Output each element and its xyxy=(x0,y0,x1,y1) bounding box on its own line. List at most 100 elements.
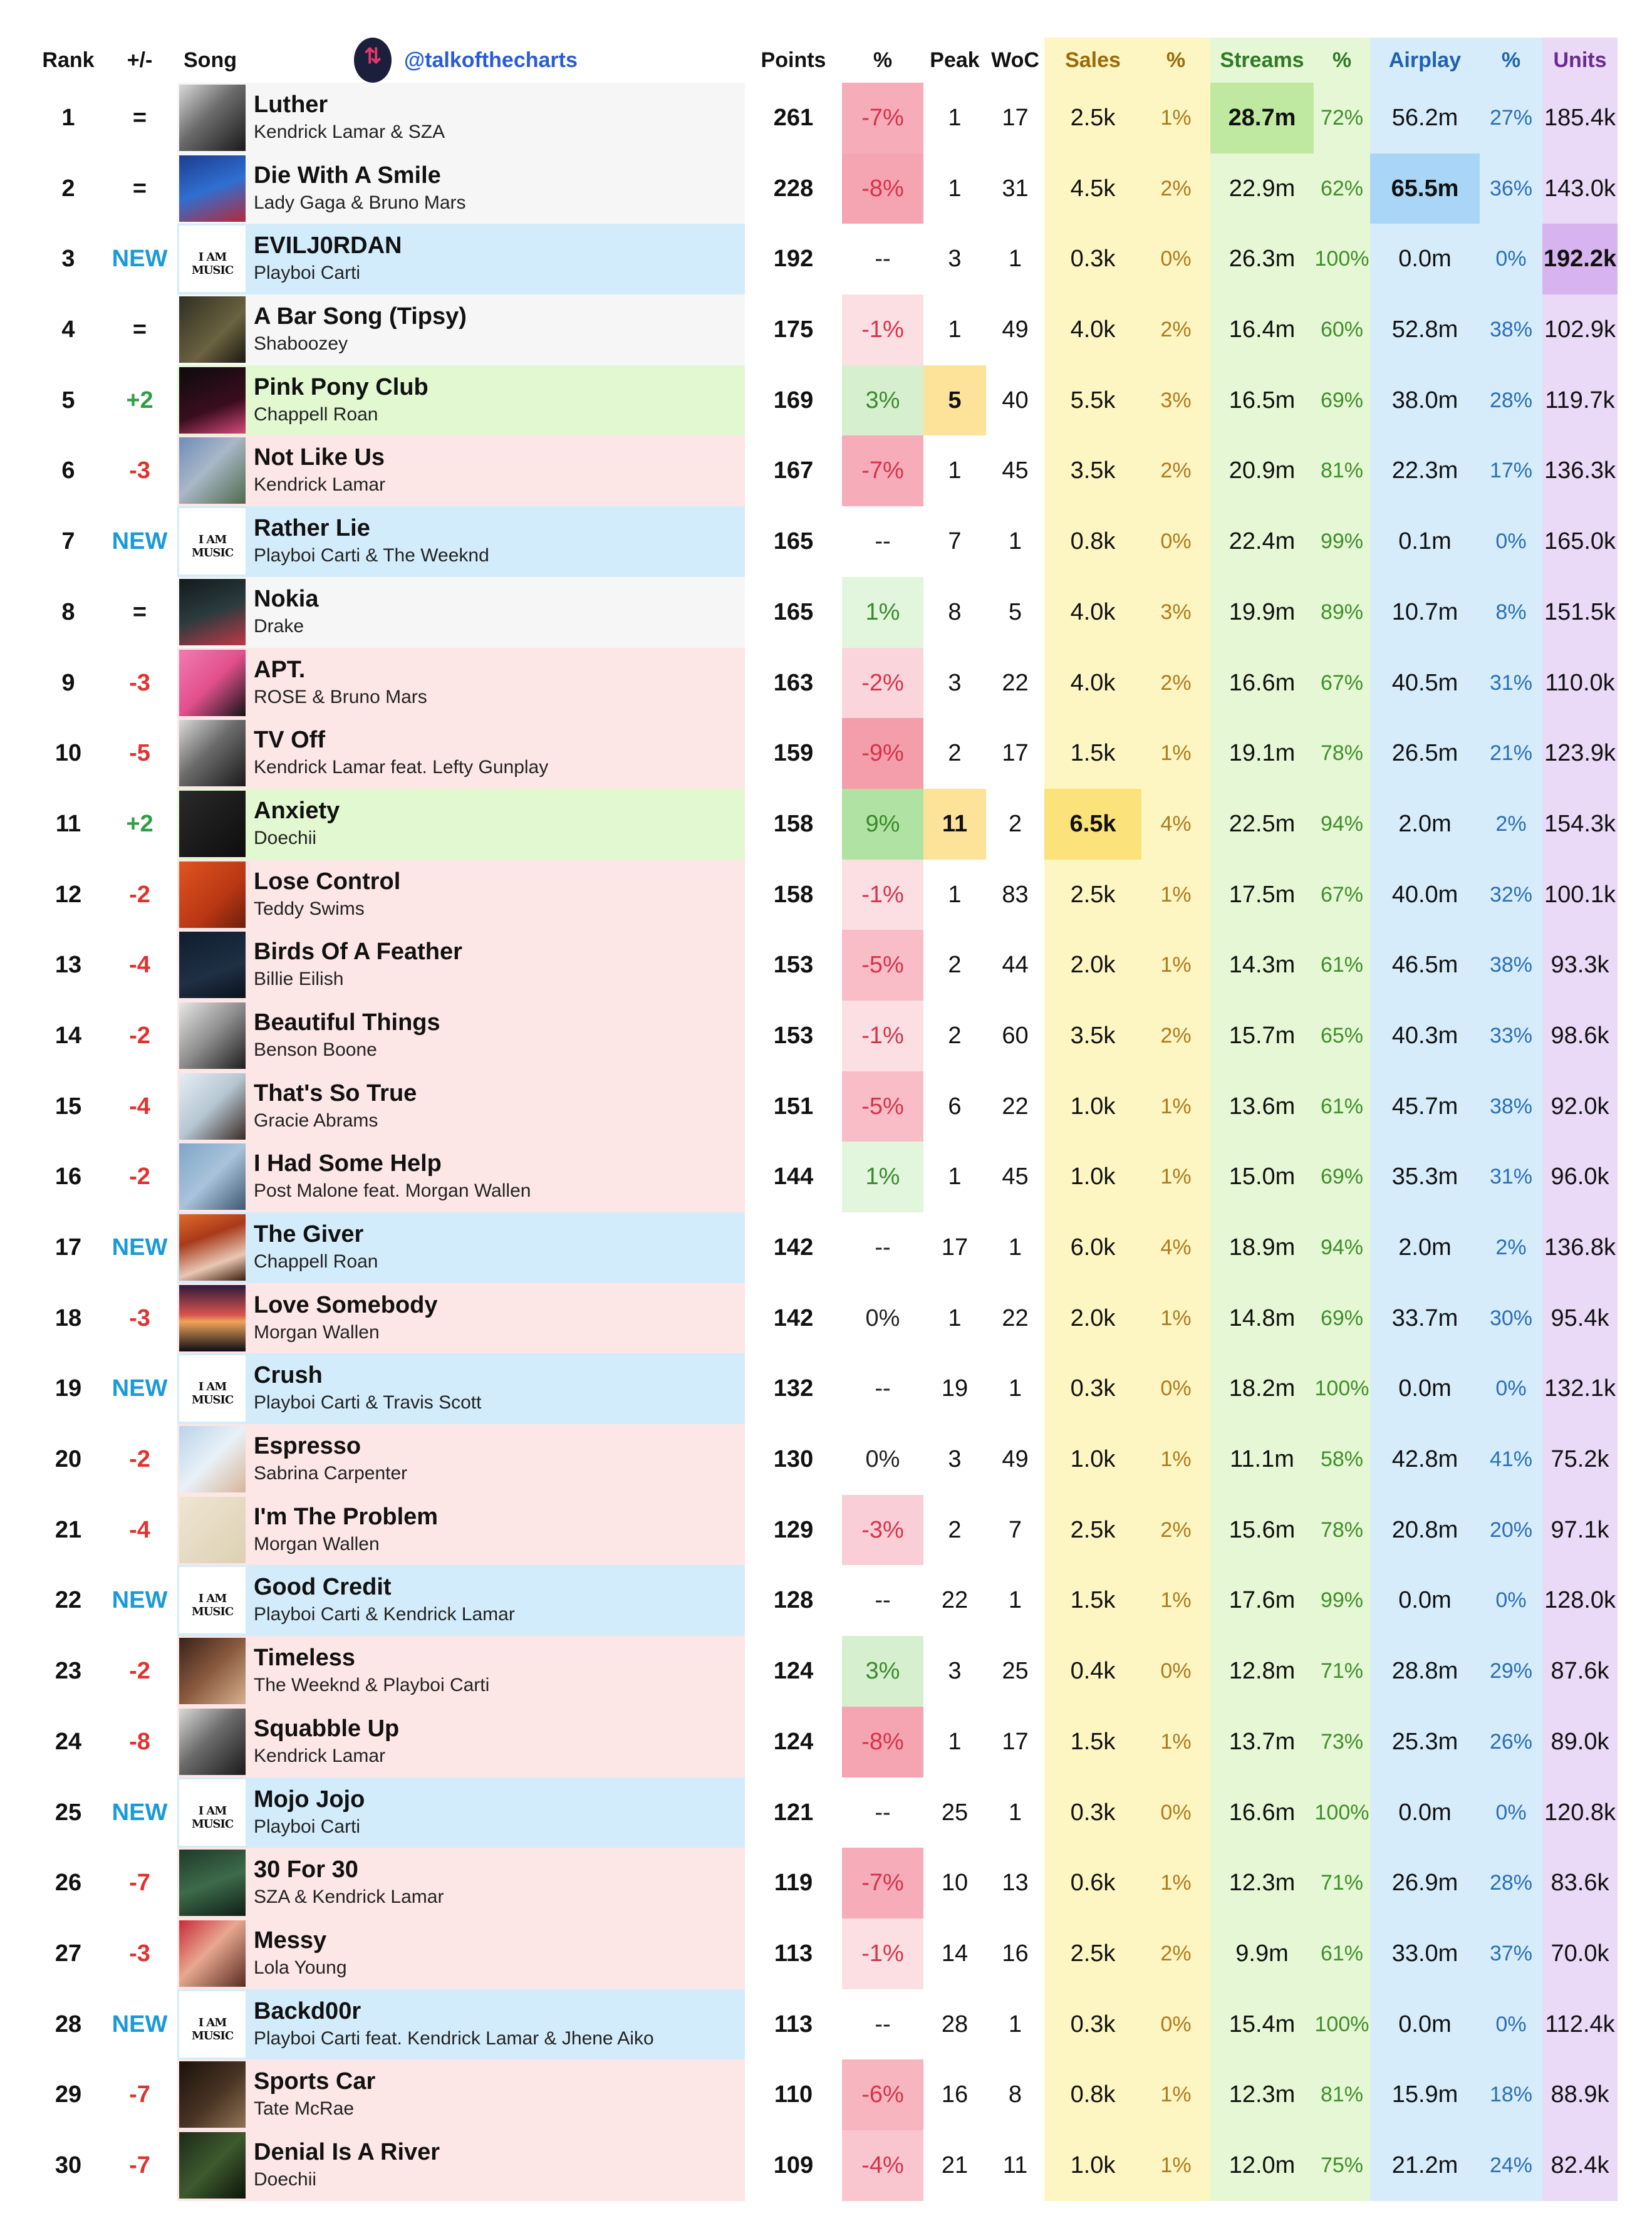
table-row[interactable]: 30 -7 Denial Is A River Doechii 109 -4% 21 11 1.… xyxy=(34,2130,1618,2201)
song-cell[interactable]: APT. ROSE & Bruno Mars xyxy=(177,647,745,719)
points-pct-cell: 9% xyxy=(842,788,923,860)
header-points: Points xyxy=(761,48,826,72)
song-artist: Lady Gaga & Bruno Mars xyxy=(254,192,466,213)
table-row[interactable]: 23 -2 Timeless The Weeknd & Playboi Carti 12… xyxy=(34,1636,1618,1707)
points-pct-cell: -1% xyxy=(842,1918,923,1989)
song-cell[interactable]: I AM MUSIC EVILJ0RDAN Playboi Carti xyxy=(177,224,745,295)
table-row[interactable]: 19 NEW I AM MUSIC Crush Playboi Carti & Trav… xyxy=(34,1353,1618,1425)
song-cell[interactable]: Die With A Smile Lady Gaga & Bruno Mars xyxy=(177,153,745,224)
song-cell[interactable]: Sports Car Tate McRae xyxy=(177,2059,745,2130)
airplay-pct-cell: 33% xyxy=(1480,1000,1542,1071)
table-row[interactable]: 5 +2 Pink Pony Club Chappell Roan 169 3% 5 40 5.… xyxy=(34,365,1618,436)
points-pct-cell: -- xyxy=(875,2011,891,2038)
table-row[interactable]: 13 -4 Birds Of A Feather Billie Eilish 153 -5… xyxy=(34,930,1618,1001)
table-row[interactable]: 9 -3 APT. ROSE & Bruno Mars 163 -2% 3 22 4.0k 2% 1… xyxy=(34,647,1618,719)
table-row[interactable]: 11 +2 Anxiety Doechii 158 9% 11 2 6.5k 4% 22.5m 94%… xyxy=(34,788,1618,860)
table-row[interactable]: 27 -3 Messy Lola Young 113 -1% 14 16 2.5k 2% 9.9m 6… xyxy=(34,1918,1618,1989)
table-row[interactable]: 2 = Die With A Smile Lady Gaga & Bruno Mars… xyxy=(34,153,1618,224)
sales-cell: 4.5k xyxy=(1044,153,1141,224)
table-row[interactable]: 16 -2 I Had Some Help Post Malone feat. Mor… xyxy=(34,1142,1618,1212)
song-cell[interactable]: Squabble Up Kendrick Lamar xyxy=(177,1706,745,1777)
song-cell[interactable]: Timeless The Weeknd & Playboi Carti xyxy=(177,1636,745,1707)
streams-cell: 11.1m xyxy=(1210,1424,1314,1495)
song-cell[interactable]: I AM MUSIC Backd00r Playboi Carti feat. Ke… xyxy=(177,1989,745,2060)
table-row[interactable]: 10 -5 TV Off Kendrick Lamar feat. Lefty Gun… xyxy=(34,718,1618,789)
song-cell[interactable]: Denial Is A River Doechii xyxy=(177,2130,745,2201)
song-cell[interactable]: Birds Of A Feather Billie Eilish xyxy=(177,930,745,1001)
change-cell: -3 xyxy=(129,669,150,696)
song-cell[interactable]: I AM MUSIC Crush Playboi Carti & Travis Sc… xyxy=(177,1353,745,1425)
song-artist: Doechii xyxy=(254,827,317,848)
streams-cell: 16.6m xyxy=(1210,1777,1314,1848)
song-cell[interactable]: Nokia Drake xyxy=(177,576,745,648)
change-cell: NEW xyxy=(112,2011,168,2038)
table-row[interactable]: 28 NEW I AM MUSIC Backd00r Playboi Carti fea… xyxy=(34,1989,1618,2060)
song-cell[interactable]: A Bar Song (Tipsy) Shaboozey xyxy=(177,294,745,365)
table-row[interactable]: 26 -7 30 For 30 SZA & Kendrick Lamar 119 -7% 1… xyxy=(34,1848,1618,1918)
song-cell[interactable]: TV Off Kendrick Lamar feat. Lefty Gunplay xyxy=(177,718,745,789)
units-cell: 95.4k xyxy=(1542,1283,1618,1354)
change-cell: NEW xyxy=(112,1234,168,1261)
peak-cell: 3 xyxy=(948,1658,962,1685)
sales-cell: 3.5k xyxy=(1044,435,1141,507)
table-row[interactable]: 29 -7 Sports Car Tate McRae 110 -6% 16 8 0.8k 1% 1… xyxy=(34,2059,1618,2130)
table-row[interactable]: 18 -3 Love Somebody Morgan Wallen 142 0% 1 22 2.… xyxy=(34,1283,1618,1354)
song-cell[interactable]: I'm The Problem Morgan Wallen xyxy=(177,1494,745,1566)
woc-cell: 1 xyxy=(1008,1375,1022,1402)
song-cell[interactable]: I AM MUSIC Good Credit Playboi Carti & Ken… xyxy=(177,1565,745,1637)
streams-pct-cell: 81% xyxy=(1314,435,1370,507)
table-row[interactable]: 3 NEW I AM MUSIC EVILJ0RDAN Playboi Carti 192… xyxy=(34,224,1618,295)
song-cell[interactable]: The Giver Chappell Roan xyxy=(177,1212,745,1283)
peak-cell: 25 xyxy=(941,1799,969,1826)
streams-pct-cell: 100% xyxy=(1314,1353,1370,1425)
airplay-pct-cell: 17% xyxy=(1480,435,1542,507)
woc-cell: 1 xyxy=(1008,1587,1022,1614)
song-cell[interactable]: Beautiful Things Benson Boone xyxy=(177,1000,745,1071)
table-row[interactable]: 6 -3 Not Like Us Kendrick Lamar 167 -7% 1 45 3.5… xyxy=(34,435,1618,507)
song-cell[interactable]: Not Like Us Kendrick Lamar xyxy=(177,435,745,507)
table-row[interactable]: 8 = Nokia Drake 165 1% 8 5 4.0k 3% 19.9m 89% 10.7m 8%… xyxy=(34,576,1618,648)
header-airplay-pct: % xyxy=(1480,38,1542,83)
woc-cell: 5 xyxy=(1008,598,1022,625)
song-artist: Chappell Roan xyxy=(254,403,378,425)
sales-pct-cell: 4% xyxy=(1141,788,1210,860)
song-cell[interactable]: Espresso Sabrina Carpenter xyxy=(177,1424,745,1495)
table-row[interactable]: 22 NEW I AM MUSIC Good Credit Playboi Carti … xyxy=(34,1565,1618,1637)
song-title: Lose Control xyxy=(254,868,401,895)
song-cell[interactable]: Luther Kendrick Lamar & SZA xyxy=(177,83,745,154)
table-row[interactable]: 24 -8 Squabble Up Kendrick Lamar 124 -8% 1 17 1.… xyxy=(34,1706,1618,1777)
woc-cell: 17 xyxy=(1002,740,1029,767)
song-cell[interactable]: Pink Pony Club Chappell Roan xyxy=(177,365,745,436)
change-cell: -7 xyxy=(129,2081,150,2108)
table-row[interactable]: 20 -2 Espresso Sabrina Carpenter 130 0% 3 49 1.0… xyxy=(34,1424,1618,1495)
table-row[interactable]: 15 -4 That's So True Gracie Abrams 151 -5% 6 22… xyxy=(34,1071,1618,1142)
table-row[interactable]: 4 = A Bar Song (Tipsy) Shaboozey 175 -1% 1 49 4.… xyxy=(34,294,1618,365)
song-cell[interactable]: That's So True Gracie Abrams xyxy=(177,1071,745,1142)
table-row[interactable]: 21 -4 I'm The Problem Morgan Wallen 129 -3% 2 7… xyxy=(34,1494,1618,1566)
song-cell[interactable]: I AM MUSIC Mojo Jojo Playboi Carti xyxy=(177,1777,745,1848)
table-row[interactable]: 7 NEW I AM MUSIC Rather Lie Playboi Carti & … xyxy=(34,506,1618,577)
song-cell[interactable]: I AM MUSIC Rather Lie Playboi Carti & The … xyxy=(177,506,745,577)
sales-cell: 0.3k xyxy=(1044,1777,1141,1848)
streams-pct-cell: 100% xyxy=(1314,224,1370,295)
song-cell[interactable]: I Had Some Help Post Malone feat. Morgan … xyxy=(177,1142,745,1212)
points-pct-cell: -- xyxy=(875,1375,891,1402)
talkofthecharts-logo-icon: ⇅ xyxy=(354,38,392,83)
streams-cell: 15.4m xyxy=(1210,1989,1314,2060)
woc-cell: 60 xyxy=(1002,1022,1029,1049)
song-cell[interactable]: Love Somebody Morgan Wallen xyxy=(177,1283,745,1354)
table-row[interactable]: 1 = Luther Kendrick Lamar & SZA 261 -7% 1 17 2.5… xyxy=(34,83,1618,154)
table-row[interactable]: 17 NEW The Giver Chappell Roan 142 -- 17 1 6.0k 4… xyxy=(34,1212,1618,1283)
sales-pct-cell: 1% xyxy=(1141,859,1210,930)
song-cell[interactable]: Messy Lola Young xyxy=(177,1918,745,1989)
song-cell[interactable]: Lose Control Teddy Swims xyxy=(177,859,745,930)
table-row[interactable]: 14 -2 Beautiful Things Benson Boone 153 -1% 2 6… xyxy=(34,1000,1618,1071)
song-cell[interactable]: 30 For 30 SZA & Kendrick Lamar xyxy=(177,1848,745,1918)
table-row[interactable]: 25 NEW I AM MUSIC Mojo Jojo Playboi Carti 121… xyxy=(34,1777,1618,1848)
peak-cell: 1 xyxy=(948,1304,962,1331)
table-row[interactable]: 12 -2 Lose Control Teddy Swims 158 -1% 1 83 2.5k… xyxy=(34,859,1618,930)
peak-cell: 5 xyxy=(923,365,986,436)
song-cell[interactable]: Anxiety Doechii xyxy=(177,788,745,860)
peak-cell: 17 xyxy=(941,1234,969,1261)
points-cell: 153 xyxy=(773,952,814,979)
